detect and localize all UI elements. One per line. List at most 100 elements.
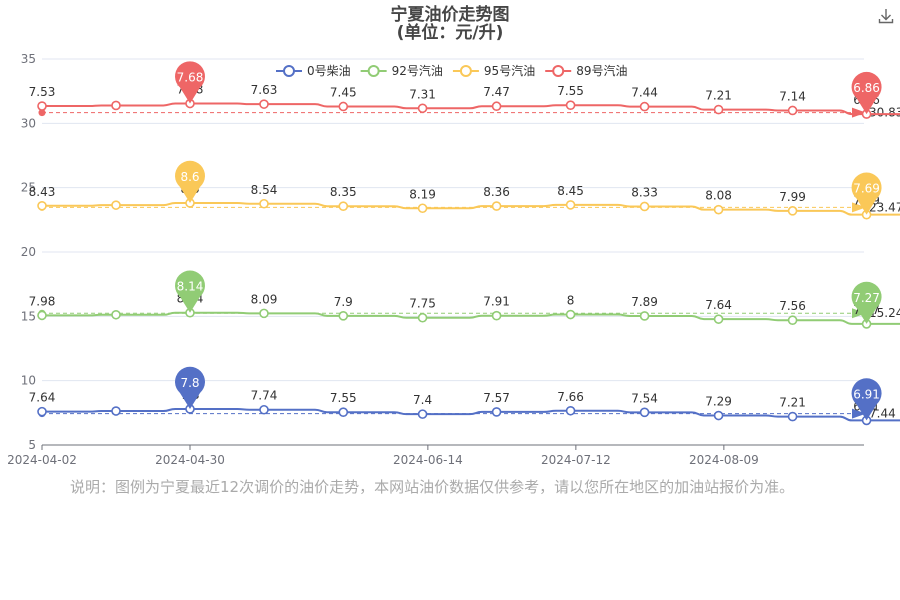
data-label: 7.29 (705, 395, 732, 409)
data-point (111, 100, 121, 111)
data-point (639, 311, 650, 321)
legend-marker (552, 65, 565, 77)
data-point (491, 101, 502, 112)
data-point (565, 200, 576, 210)
marker-pins: 7.8 6.91 8.14 7.27 8.6 7.69 7.68 6.86 (175, 61, 882, 421)
data-label: 7.21 (779, 396, 806, 410)
data-label: 7.98 (29, 294, 56, 308)
data-label: 7.74 (251, 389, 278, 403)
data-label: 7.47 (483, 85, 510, 99)
data-label: 7.66 (557, 390, 584, 404)
x-tick-label: 2024-04-30 (155, 453, 225, 467)
chart-note: 说明：图例为宁夏最近12次调价的油价走势，本网站油价数据仅供参考，请以您所在地区… (70, 478, 795, 496)
data-point (565, 100, 576, 110)
data-label: 7.55 (330, 391, 357, 405)
data-point (37, 200, 47, 211)
data-label: 7.55 (557, 84, 584, 98)
average-arrow (852, 202, 866, 213)
min-pin (851, 172, 882, 215)
legend-item[interactable]: 89号汽油 (545, 63, 627, 78)
data-label: 7.89 (631, 295, 658, 309)
data-point (787, 206, 798, 216)
y-tick-label: 15 (21, 309, 36, 323)
data-point (565, 309, 576, 320)
data-label: 8.36 (483, 185, 510, 199)
series-line (42, 407, 900, 422)
x-tick-label: 2024-08-09 (689, 453, 759, 467)
data-label: 7.31 (409, 87, 436, 101)
legend-item[interactable]: 92号汽油 (360, 63, 443, 78)
grid (42, 58, 864, 382)
max-pin (175, 270, 206, 313)
data-point (37, 101, 47, 111)
data-label: 7.64 (29, 391, 56, 405)
data-label: 8 (567, 294, 575, 308)
min-pin (851, 71, 882, 115)
data-point (713, 410, 724, 421)
average-arrow (852, 308, 866, 319)
legend-item[interactable]: 95号汽油 (452, 63, 535, 78)
y-tick-label: 30 (21, 116, 36, 130)
data-point (787, 411, 798, 422)
legend-marker (459, 65, 472, 77)
average-arrow (852, 408, 866, 419)
data-label: 8.19 (409, 187, 436, 201)
average-label: 15.24 (869, 306, 900, 320)
max-pin (175, 160, 206, 203)
data-point (417, 409, 428, 419)
data-point (417, 203, 428, 214)
data-point (338, 201, 349, 211)
data-point (639, 101, 650, 112)
chart-subtitle: (单位：元/升) (397, 22, 504, 43)
data-point (491, 310, 502, 321)
y-tick-label: 35 (21, 52, 36, 66)
data-label: 7.75 (409, 297, 436, 311)
data-point (713, 204, 724, 215)
max-pin (175, 61, 206, 104)
data-point (111, 309, 121, 320)
data-label: 7.14 (779, 89, 806, 103)
max-pin-label: 8.14 (177, 280, 204, 294)
legend-label: 92号汽油 (392, 63, 443, 78)
data-point (565, 405, 576, 416)
data-label: 8.08 (705, 189, 732, 203)
min-pin (851, 281, 882, 324)
min-pin-label: 6.86 (853, 81, 880, 95)
data-point (417, 312, 428, 323)
legend-label: 89号汽油 (576, 63, 627, 78)
max-pin-label: 7.8 (180, 376, 199, 390)
min-pin (851, 378, 882, 421)
data-point (491, 201, 502, 211)
legend-label: 0号柴油 (307, 64, 351, 78)
data-label: 7.54 (631, 391, 658, 405)
data-point (259, 404, 269, 415)
x-tick-label: 2024-07-12 (541, 453, 611, 467)
chart-title: 宁夏油价走势图 (391, 4, 510, 25)
data-label: 7.45 (330, 85, 357, 99)
data-point (713, 104, 724, 115)
data-label: 7.53 (29, 85, 56, 99)
data-label: 8.33 (631, 185, 658, 199)
y-tick-label: 20 (21, 245, 36, 259)
avg-start-dot (38, 109, 46, 117)
legend[interactable]: 0号柴油 92号汽油 95号汽油 89号汽油 (276, 63, 627, 78)
max-pin-label: 7.68 (177, 71, 204, 85)
legend-label: 95号汽油 (484, 63, 535, 78)
min-pin-label: 7.27 (853, 291, 880, 305)
data-label: 7.21 (705, 89, 732, 103)
data-label: 7.91 (483, 295, 510, 309)
data-label: 7.56 (779, 299, 806, 313)
data-label: 7.63 (251, 83, 278, 97)
axes: 5 10 15 20 25 30 35 2024-04-02 2024-04-30 2024-06… (7, 52, 864, 467)
data-label: 8.54 (251, 183, 278, 197)
data-point (338, 407, 349, 417)
data-point (111, 406, 121, 416)
data-labels: 7.64 7.8 7.74 7.55 7.4 7.57 7.66 7.54 7.29 7.21 6.… (29, 83, 880, 414)
series-line (42, 311, 900, 325)
y-tick-label: 10 (21, 374, 36, 388)
max-pin (175, 366, 206, 409)
legend-item[interactable]: 0号柴油 (276, 64, 351, 78)
data-point (111, 200, 121, 210)
data-label: 8.45 (557, 184, 584, 198)
download-icon[interactable] (876, 6, 896, 26)
